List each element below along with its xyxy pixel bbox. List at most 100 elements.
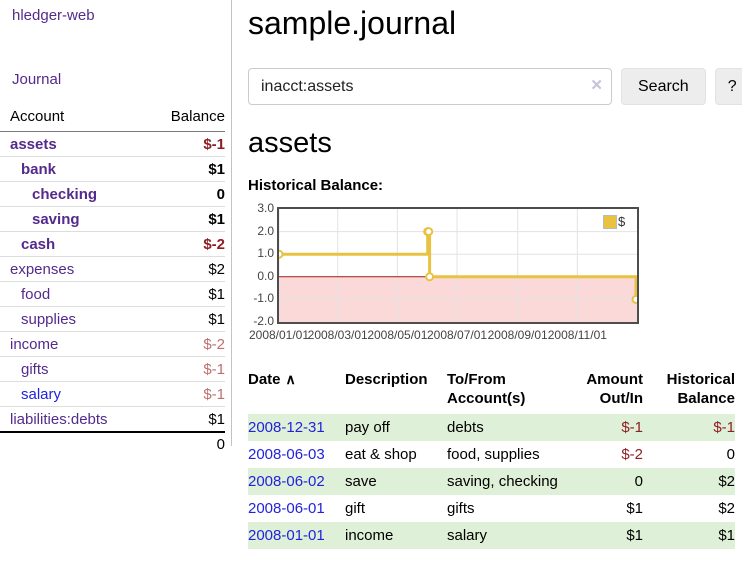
cell-date: 2008-12-31 (248, 414, 345, 441)
account-row: checking 0 (0, 181, 225, 206)
account-balance: $1 (208, 285, 225, 303)
x-axis-tick: 2008/03/01 (307, 328, 368, 343)
cell-accounts: salary (447, 527, 488, 545)
data-point-marker (631, 294, 637, 304)
transaction-row[interactable]: 2008-06-01 gift gifts $1 $2 (248, 495, 735, 522)
transaction-date-link[interactable]: 2008-12-31 (248, 419, 325, 437)
y-axis-tick: 0.0 (257, 268, 274, 283)
account-row: liabilities:debts $1 (0, 406, 225, 431)
accounts-total-row: 0 (0, 431, 225, 456)
accounts-total-value: 0 (216, 436, 225, 453)
help-button[interactable]: ? (714, 68, 742, 106)
x-axis-tick: 2008/05/01 (367, 328, 428, 343)
chart-plot-area (277, 207, 639, 325)
transaction-row[interactable]: 2008-12-31 pay off debts $-1 $-1 (248, 414, 735, 442)
y-axis-tick: -2.0 (253, 314, 274, 329)
account-row: income $-2 (0, 331, 225, 356)
sidebar-account-expenses[interactable]: expenses (10, 260, 75, 278)
cell-accounts: saving, checking (447, 473, 558, 491)
transaction-date-link[interactable]: 2008-06-01 (248, 500, 325, 518)
sidebar-account-assets[interactable]: assets (10, 135, 57, 153)
cell-accounts: food, supplies (447, 446, 540, 464)
account-balance: $-1 (203, 360, 225, 378)
account-balance: 0 (216, 185, 225, 203)
col-header-date[interactable]: Date ∧ (248, 371, 296, 389)
search-button[interactable]: Search (621, 68, 706, 106)
transaction-date-link[interactable]: 2008-06-03 (248, 446, 325, 464)
sidebar-account-cash[interactable]: cash (21, 235, 56, 253)
cell-description: save (345, 473, 377, 491)
account-row: cash $-2 (0, 231, 225, 256)
cell-amount: $1 (626, 527, 643, 545)
sidebar-account-income[interactable]: income (10, 335, 59, 353)
sidebar-account-supplies[interactable]: supplies (21, 310, 77, 328)
cell-balance: $1 (718, 527, 735, 545)
accounts-table-header: Account Balance (0, 104, 225, 132)
sidebar-account-gifts[interactable]: gifts (21, 360, 49, 378)
cell-accounts: debts (447, 419, 484, 437)
transaction-date-link[interactable]: 2008-06-02 (248, 473, 325, 491)
sort-ascending-icon: ∧ (285, 371, 296, 388)
x-axis-tick: 2008/09/01 (487, 328, 548, 343)
sidebar-account-salary[interactable]: salary (21, 385, 62, 403)
cell-amount: 0 (634, 473, 643, 491)
search-box: ✕ (248, 68, 612, 106)
cell-amount: $-1 (621, 419, 643, 437)
account-row: gifts $-1 (0, 356, 225, 381)
cell-balance: $-1 (713, 419, 735, 437)
chart-title: Historical Balance: (248, 177, 384, 195)
cell-description: gift (345, 500, 366, 518)
register-header-row: Date ∧ Description To/From Account(s) Amo… (248, 368, 735, 414)
account-row: expenses $2 (0, 256, 225, 281)
main-content: sample.journal ✕ Search ? assets Histori… (248, 0, 742, 550)
sidebar-account-bank[interactable]: bank (21, 160, 57, 178)
cell-amount: $-2 (621, 446, 643, 464)
sidebar-account-saving[interactable]: saving (32, 210, 80, 228)
transaction-row[interactable]: 2008-06-02 save saving, checking 0 $2 (248, 468, 735, 496)
data-point-marker (279, 249, 284, 259)
account-balance: $1 (208, 310, 225, 328)
col-header-balance: Historical Balance (666, 371, 735, 408)
account-balance: $-2 (203, 235, 225, 253)
cell-balance: $2 (718, 473, 735, 491)
accounts-table: Account Balance assets $-1 bank $1 checking 0… (0, 104, 225, 456)
cell-date: 2008-06-01 (248, 495, 345, 522)
accounts-rows: assets $-1 bank $1 checking 0 saving $1 cash $-2 e… (0, 132, 225, 431)
col-header-description: Description (345, 371, 428, 389)
x-axis-tick: 2008/11/01 (547, 328, 607, 343)
transaction-row[interactable]: 2008-06-03 eat & shop food, supplies $-2 0 (248, 441, 735, 468)
account-balance: $-1 (203, 385, 225, 403)
account-row: assets $-1 (0, 132, 225, 156)
legend-swatch-icon (603, 214, 617, 229)
transaction-date-link[interactable]: 2008-01-01 (248, 527, 325, 545)
y-axis-tick: 2.0 (257, 223, 274, 238)
sidebar-account-checking[interactable]: checking (32, 185, 98, 203)
chart-legend: $ (603, 214, 625, 229)
cell-date: 2008-06-02 (248, 468, 345, 495)
accounts-header-balance: Balance (170, 108, 225, 125)
historical-balance-chart: 3.0 2.0 1.0 0.0 -1.0 -2.0 2008/01/01 2008/03/01… (248, 201, 735, 343)
cell-balance: $2 (718, 500, 735, 518)
legend-label: $ (618, 214, 626, 230)
account-balance: $2 (208, 260, 225, 278)
cell-date: 2008-06-03 (248, 441, 345, 468)
cell-accounts: gifts (447, 500, 475, 518)
col-header-accounts: To/From Account(s) (447, 371, 526, 408)
search-input[interactable] (248, 68, 612, 106)
account-row: salary $-1 (0, 381, 225, 406)
transaction-row[interactable]: 2008-01-01 income salary $1 $1 (248, 522, 735, 550)
account-row: supplies $1 (0, 306, 225, 331)
cell-description: pay off (345, 419, 390, 437)
search-form: ✕ Search ? (248, 68, 742, 106)
account-row: bank $1 (0, 156, 225, 181)
clear-search-icon[interactable]: ✕ (590, 77, 603, 95)
x-axis-tick: 2008/01/01 (248, 328, 310, 343)
register-table: Date ∧ Description To/From Account(s) Amo… (248, 368, 735, 550)
sidebar-account-food[interactable]: food (21, 285, 51, 303)
cell-date: 2008-01-01 (248, 522, 345, 549)
account-heading: assets (248, 127, 332, 160)
sidebar-item-journal[interactable]: Journal (12, 71, 62, 88)
data-point-marker (425, 272, 435, 282)
brand-link[interactable]: hledger-web (12, 7, 95, 24)
sidebar-account-liabilities-debts[interactable]: liabilities:debts (10, 410, 108, 428)
